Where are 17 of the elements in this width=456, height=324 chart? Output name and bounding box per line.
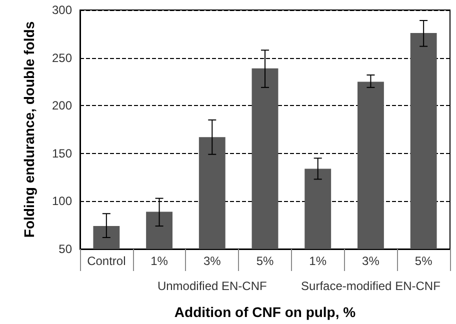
y-tick-label: 50 [58, 242, 72, 256]
x-tick-label: 5% [256, 254, 274, 268]
y-tick-label: 300 [52, 3, 72, 17]
y-axis-title: Folding endurance, double folds [21, 21, 37, 238]
y-tick-label: 200 [52, 98, 72, 113]
y-tick-label: 150 [52, 146, 72, 160]
text: Surface-modified EN-CNF [301, 279, 440, 293]
x-tick-label: 3% [203, 254, 222, 268]
x-tick-label: 1% [309, 254, 327, 268]
x-tick-label: 3% [362, 254, 380, 268]
text: Unmodified EN-CNF [157, 279, 267, 293]
x-axis-title: Addition of CNF on pulp, % [174, 304, 356, 320]
y-tick-label: 250 [52, 50, 72, 65]
x-tick-label: Control [87, 254, 126, 268]
y-tick-label: 100 [52, 194, 72, 208]
x-tick-label: 5% [414, 254, 433, 268]
x-tick-label: 1% [150, 254, 168, 268]
